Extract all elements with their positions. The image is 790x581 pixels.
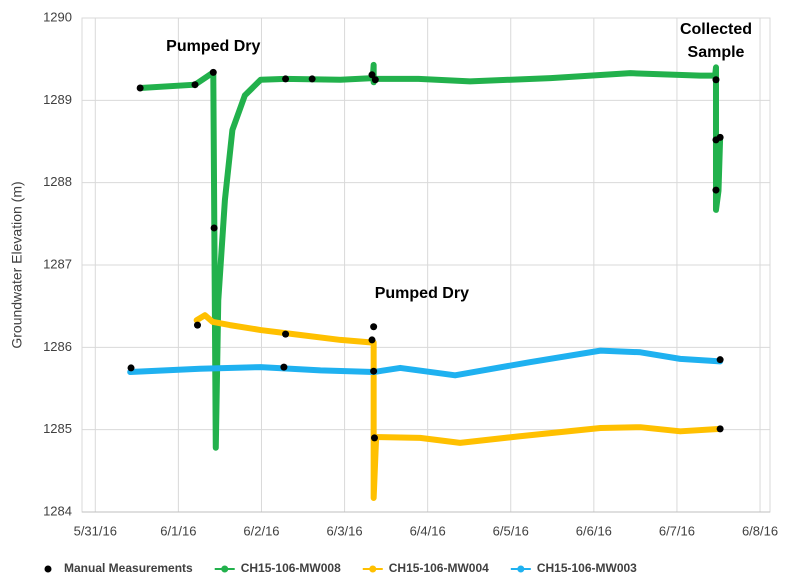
manual-point (209, 68, 217, 76)
y-tick-label: 1290 (43, 9, 72, 24)
x-tick-label: 6/3/16 (326, 523, 362, 538)
manual-point (280, 363, 288, 371)
manual-point (712, 76, 720, 84)
annotation: Pumped Dry (374, 284, 469, 302)
x-tick-label: 6/5/16 (493, 523, 529, 538)
manual-point (371, 76, 379, 84)
manual-point (716, 425, 724, 433)
manual-point (282, 330, 290, 338)
legend-marker (44, 565, 52, 573)
manual-point (716, 356, 724, 364)
annotation: Collected Sample (679, 21, 752, 62)
manual-point (210, 224, 218, 232)
y-axis-label: Groundwater Elevation (m) (9, 181, 25, 348)
legend-label: CH15-106-MW003 (537, 561, 637, 575)
manual-point (368, 336, 376, 344)
y-tick-label: 1286 (43, 339, 72, 354)
manual-point (308, 75, 316, 83)
legend-label: Manual Measurements (64, 561, 193, 575)
annotation: Pumped Dry (166, 37, 261, 55)
y-tick-label: 1285 (43, 421, 72, 436)
manual-point (368, 71, 376, 79)
y-tick-label: 1289 (43, 92, 72, 107)
x-tick-label: 6/8/16 (742, 523, 778, 538)
manual-point (191, 81, 199, 89)
manual-point (127, 364, 135, 372)
legend-marker (221, 565, 229, 573)
manual-point (193, 321, 201, 329)
x-tick-label: 5/31/16 (74, 523, 117, 538)
legend-label: CH15-106-MW004 (389, 561, 489, 575)
legend-label: CH15-106-MW008 (241, 561, 341, 575)
x-tick-label: 6/1/16 (160, 523, 196, 538)
x-tick-label: 6/6/16 (576, 523, 612, 538)
legend-marker (517, 565, 525, 573)
manual-point (282, 75, 290, 83)
y-tick-label: 1284 (43, 503, 72, 518)
series-line (137, 61, 724, 451)
series-line (127, 347, 724, 379)
manual-point (136, 84, 144, 92)
manual-point (712, 186, 720, 194)
x-tick-label: 6/2/16 (243, 523, 279, 538)
y-tick-label: 1287 (43, 256, 72, 271)
y-tick-label: 1288 (43, 174, 72, 189)
manual-point (370, 434, 378, 442)
x-tick-label: 6/7/16 (659, 523, 695, 538)
series-line (193, 312, 724, 502)
legend-marker (369, 565, 377, 573)
x-tick-label: 6/4/16 (410, 523, 446, 538)
manual-point (370, 367, 378, 375)
manual-point (370, 323, 378, 331)
manual-point (716, 133, 724, 141)
